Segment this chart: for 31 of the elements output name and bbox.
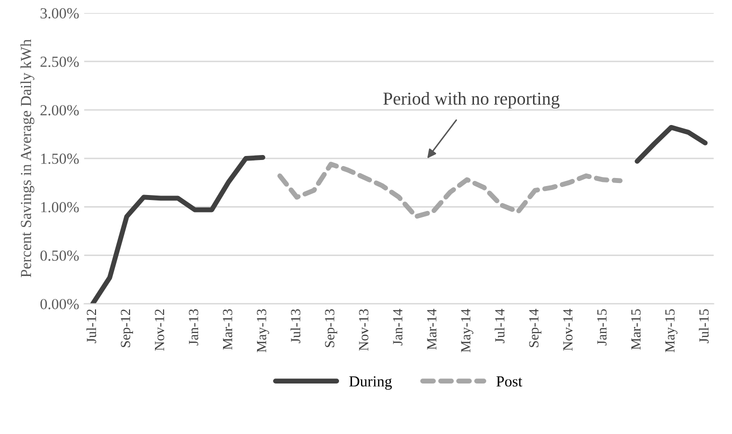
x-tick-label: May-15 <box>665 309 678 352</box>
x-tick-label: Nov-14 <box>563 308 573 351</box>
x-tick-label: Jul-13 <box>290 309 300 344</box>
x-tick-label: Mar-15 <box>631 309 641 350</box>
legend-label: During <box>349 376 392 390</box>
x-tick-label: Nov-12 <box>154 309 164 351</box>
legend-label: Post <box>496 376 522 387</box>
x-tick-label: Nov-13 <box>359 309 368 351</box>
x-tick-label: Sep-12 <box>120 309 134 348</box>
line-series <box>277 162 623 219</box>
x-tick-label: Jul-14 <box>494 308 504 344</box>
y-axis-title: Percent Savings in Average Daily kWh <box>20 39 34 278</box>
x-tick-label: Jan-15 <box>597 309 607 346</box>
annotation: Period with no reporting <box>383 92 560 108</box>
y-tick-label: 0.50% <box>40 250 79 261</box>
x-tick-label: Mar-13 <box>222 309 232 350</box>
x-tick-label: Jul-15 <box>698 309 709 344</box>
x-tick-label: Jul-12 <box>86 309 96 344</box>
y-tick-label: 1.00% <box>41 202 79 212</box>
x-tick-label: Sep-13 <box>325 309 338 348</box>
x-tick-label: Sep-14 <box>529 308 542 348</box>
y-tick-label: 3.00% <box>40 8 79 19</box>
x-tick-label: May-13 <box>256 309 270 352</box>
x-tick-label: Jan-14 <box>393 308 402 346</box>
y-tick-label: 2.00% <box>40 105 79 116</box>
x-tick-label: May-14 <box>461 308 474 352</box>
y-tick-label: 2.50% <box>40 56 79 67</box>
x-tick-label: Mar-14 <box>427 308 436 350</box>
y-tick-label: 0.00% <box>40 298 79 310</box>
y-tick-label: 1.50% <box>41 154 79 164</box>
x-tick-label: Jan-13 <box>188 309 198 346</box>
